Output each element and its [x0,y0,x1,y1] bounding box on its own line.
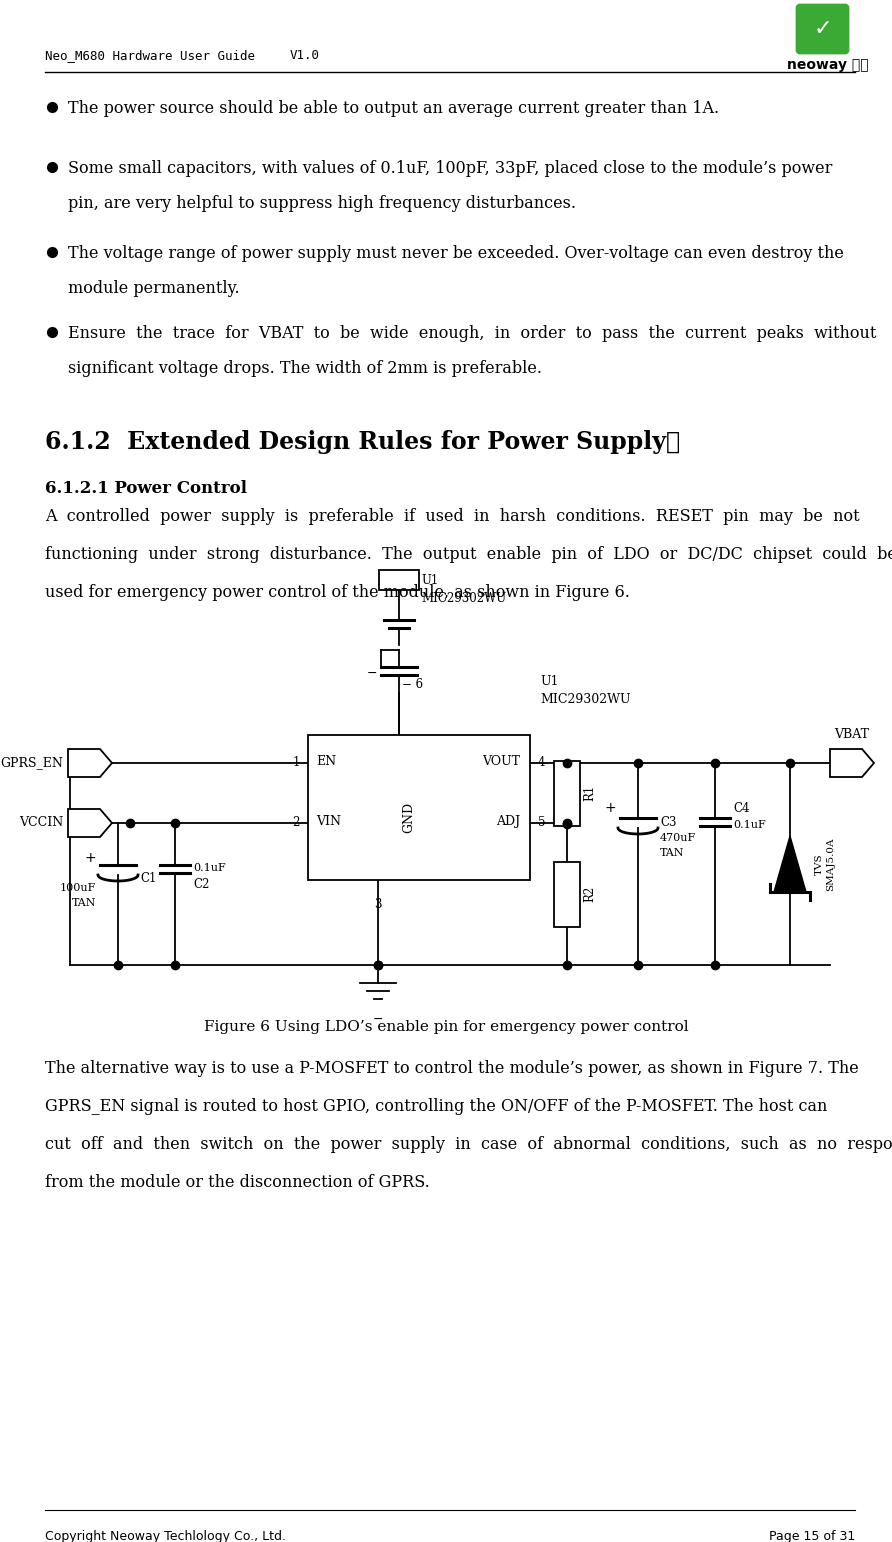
Text: Ensure  the  trace  for  VBAT  to  be  wide  enough,  in  order  to  pass  the  : Ensure the trace for VBAT to be wide eno… [68,325,876,342]
Bar [554,760,580,825]
Text: module permanently.: module permanently. [68,281,240,298]
Text: Copyright Neoway Techlology Co., Ltd.: Copyright Neoway Techlology Co., Ltd. [45,1530,286,1542]
Text: used for emergency power control of the module, as shown in Figure 6.: used for emergency power control of the … [45,584,630,601]
Text: Neo_M680 Hardware User Guide: Neo_M680 Hardware User Guide [45,49,255,62]
Text: VIN: VIN [316,816,341,828]
FancyBboxPatch shape [797,5,848,52]
Text: 2: 2 [293,817,300,830]
Text: TAN: TAN [71,897,96,908]
Text: 0.1uF: 0.1uF [193,864,226,873]
Text: The voltage range of power supply must never be exceeded. Over-voltage can even : The voltage range of power supply must n… [68,245,844,262]
Text: 5: 5 [538,817,546,830]
Text: +: + [605,800,616,816]
Text: U1: U1 [540,675,558,688]
Text: C1: C1 [140,871,156,885]
Text: C2: C2 [193,877,210,891]
Text: −: − [367,666,377,680]
Text: SMAJ5.0A: SMAJ5.0A [826,837,835,891]
Text: GPRS_EN: GPRS_EN [0,757,63,769]
Text: −: − [373,1013,384,1025]
Text: +: + [85,851,96,865]
Text: VOUT: VOUT [482,756,520,768]
Text: R2: R2 [583,885,596,902]
Text: 1: 1 [293,757,300,769]
Text: GPRS_EN signal is routed to host GPIO, controlling the ON/OFF of the P-MOSFET. T: GPRS_EN signal is routed to host GPIO, c… [45,1098,828,1115]
Text: significant voltage drops. The width of 2mm is preferable.: significant voltage drops. The width of … [68,359,542,376]
Polygon shape [68,810,112,837]
Text: 6.1.2.1 Power Control: 6.1.2.1 Power Control [45,480,247,497]
Text: 0.1uF: 0.1uF [733,820,765,830]
Text: cut  off  and  then  switch  on  the  power  supply  in  case  of  abnormal  con: cut off and then switch on the power sup… [45,1136,892,1153]
Text: C4: C4 [733,802,749,814]
Text: MIC29302WU: MIC29302WU [421,592,506,604]
Text: − 6: − 6 [402,678,423,691]
Text: Page 15 of 31: Page 15 of 31 [769,1530,855,1542]
Text: EN: EN [316,756,336,768]
Text: U1: U1 [421,574,438,586]
Bar [308,736,530,880]
Text: Figure 6 Using LDO’s enable pin for emergency power control: Figure 6 Using LDO’s enable pin for emer… [203,1019,689,1035]
Text: VBAT: VBAT [835,728,870,742]
Bar [379,571,419,591]
Text: functioning  under  strong  disturbance.  The  output  enable  pin  of  LDO  or : functioning under strong disturbance. Th… [45,546,892,563]
Text: 470uF: 470uF [660,833,697,843]
Text: TAN: TAN [660,848,684,857]
Text: TVS: TVS [815,853,824,874]
Text: V1.0: V1.0 [290,49,320,62]
Text: ✓: ✓ [814,19,832,39]
Text: C3: C3 [660,817,676,830]
Text: ADJ: ADJ [496,816,520,828]
Bar [554,862,580,927]
Polygon shape [774,836,806,891]
Text: Some small capacitors, with values of 0.1uF, 100pF, 33pF, placed close to the mo: Some small capacitors, with values of 0.… [68,160,832,177]
Text: GND: GND [402,802,416,833]
Polygon shape [68,749,112,777]
Text: pin, are very helpful to suppress high frequency disturbances.: pin, are very helpful to suppress high f… [68,194,576,211]
Text: R1: R1 [583,785,596,802]
Text: 3: 3 [375,897,382,911]
Text: MIC29302WU: MIC29302WU [540,692,631,706]
Text: from the module or the disconnection of GPRS.: from the module or the disconnection of … [45,1173,430,1190]
Text: neoway 有方: neoway 有方 [787,59,868,72]
Text: 6.1.2  Extended Design Rules for Power Supply：: 6.1.2 Extended Design Rules for Power Su… [45,430,680,453]
Text: 100uF: 100uF [60,884,96,893]
Text: A  controlled  power  supply  is  preferable  if  used  in  harsh  conditions.  : A controlled power supply is preferable … [45,507,860,524]
Text: The power source should be able to output an average current greater than 1A.: The power source should be able to outpu… [68,100,719,117]
Text: VCCIN: VCCIN [19,817,63,830]
Text: 4: 4 [538,757,546,769]
Text: The alternative way is to use a P-MOSFET to control the module’s power, as shown: The alternative way is to use a P-MOSFET… [45,1059,859,1076]
Polygon shape [830,749,874,777]
